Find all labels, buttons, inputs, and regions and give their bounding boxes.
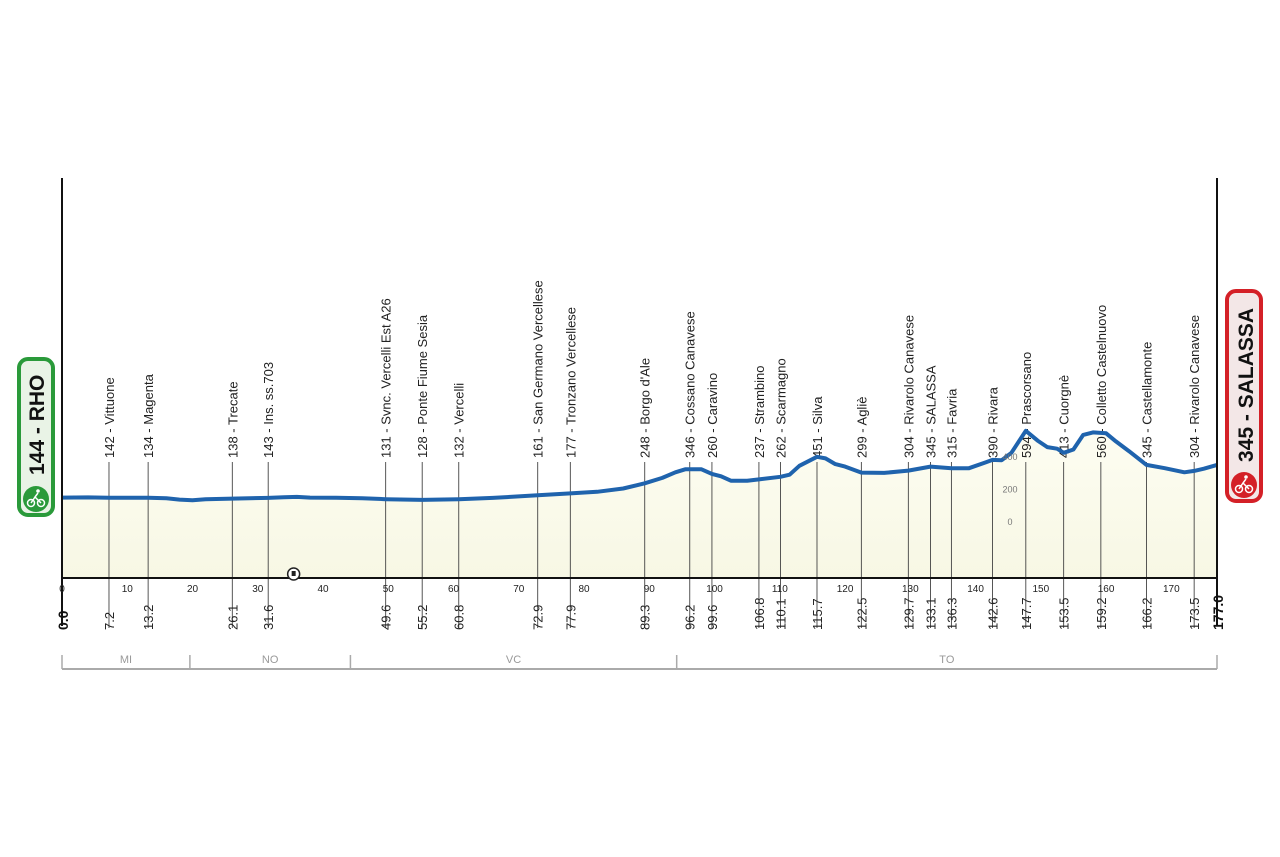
waypoint-label: 248 - Borgo d'Ale [638, 358, 653, 458]
waypoint-km: 77.9 [563, 605, 578, 630]
waypoint-label: 594 - Prascorsano [1019, 352, 1034, 458]
waypoint-km: 31.6 [261, 605, 276, 630]
cyclist-icon [23, 486, 49, 512]
waypoint-km: 55.2 [415, 605, 430, 630]
waypoint-label: 161 - San Germano Vercellese [531, 280, 546, 458]
x-tick-label: 80 [578, 584, 590, 595]
waypoint-label: 304 - Rivarolo Canavese [901, 315, 916, 458]
x-tick-label: 130 [902, 584, 919, 595]
x-tick-label: 70 [513, 584, 525, 595]
waypoint-km: 7.2 [102, 612, 117, 630]
waypoint-label: 143 - Ins. ss.703 [261, 362, 276, 458]
start-km: 0.0 [55, 610, 71, 630]
waypoint-km: 89.3 [638, 605, 653, 630]
waypoint-label: 142 - Vittuone [102, 377, 117, 458]
waypoint-label: 128 - Ponte Fiume Sesia [415, 314, 430, 458]
waypoint-km: 153.5 [1057, 597, 1072, 630]
waypoint-km: 96.2 [683, 605, 698, 630]
waypoint-km: 142.6 [986, 597, 1001, 630]
y-tick-label: 400 [1002, 452, 1017, 462]
waypoint-label: 451 - Silva [810, 396, 825, 458]
cyclist-icon [1231, 472, 1257, 498]
waypoint-label: 346 - Cossano Canavese [683, 311, 698, 458]
finish-badge-frame [1225, 289, 1263, 503]
x-tick-label: 110 [772, 584, 788, 595]
waypoint-label: 134 - Magenta [141, 373, 156, 458]
waypoint-km: 122.5 [854, 597, 869, 630]
x-tick-label: 20 [187, 584, 199, 595]
finish-label: 345 - SALASSA [1235, 308, 1258, 462]
x-tick-label: 160 [1098, 584, 1115, 595]
elevation-line [61, 428, 1218, 503]
waypoint-label: 131 - Svnc. Vercelli Est A26 [379, 298, 394, 458]
x-tick-label: 30 [252, 584, 264, 595]
x-tick-label: 100 [706, 584, 723, 595]
x-tick-label: 150 [1032, 584, 1049, 595]
waypoint-label: 345 - SALASSA [924, 365, 939, 458]
waypoint-km: 159.2 [1094, 597, 1109, 630]
waypoint-label: 390 - Rivara [986, 386, 1001, 458]
waypoint-km: 106.8 [752, 597, 767, 630]
waypoint-km: 72.9 [531, 605, 546, 630]
x-tick-label: 90 [644, 584, 656, 595]
waypoint-label: 260 - Caravino [705, 373, 720, 458]
province-label: MI [120, 654, 132, 666]
finish-badge: 345 - SALASSA [1225, 289, 1263, 503]
waypoint-label: 262 - Scarmagno [773, 358, 788, 458]
waypoint-label: 304 - Rivarolo Canavese [1187, 315, 1202, 458]
x-tick-label: 0 [59, 584, 65, 595]
waypoint-km: 136.3 [944, 597, 959, 630]
waypoint-label: 237 - Strambino [752, 366, 767, 459]
waypoint-km: 166.2 [1140, 597, 1155, 630]
waypoint-label: 138 - Trecate [225, 381, 240, 458]
province-label: VC [506, 654, 521, 666]
waypoint-km: 13.2 [141, 605, 156, 630]
province-label: NO [262, 654, 279, 666]
waypoint-km: 99.6 [705, 605, 720, 630]
waypoint-km: 129.7 [901, 597, 916, 630]
waypoint-label: 177 - Tronzano Vercellese [563, 307, 578, 458]
y-tick-label: 0 [1007, 517, 1012, 527]
waypoint-km: 173.5 [1187, 597, 1202, 630]
waypoints: 142 - Vittuone 7.2 134 - Magenta 13.2 138 - … [102, 280, 1202, 630]
waypoint-label: 345 - Castellamonte [1140, 342, 1155, 458]
start-badge-frame [17, 357, 55, 517]
province-bar: MI NO VC TO [61, 654, 1218, 670]
x-tick-label: 40 [317, 584, 329, 595]
y-tick-label: 200 [1002, 485, 1017, 495]
waypoint-label: 315 - Favria [944, 388, 959, 458]
x-tick-label: 170 [1163, 584, 1180, 595]
waypoint-km: 147.7 [1019, 597, 1034, 630]
finish-km: 177.0 [1210, 595, 1226, 630]
tunnel-icon-inner [291, 571, 296, 576]
waypoint-km: 110.1 [773, 598, 788, 630]
waypoint-label: 413 - Cuorgnè [1057, 375, 1072, 458]
waypoint-km: 133.1 [924, 597, 939, 630]
x-tick-label: 140 [967, 584, 984, 595]
waypoint-km: 26.1 [225, 605, 240, 630]
x-tick-label: 60 [448, 584, 460, 595]
waypoint-km: 60.8 [452, 605, 467, 630]
x-tick-label: 10 [122, 584, 134, 595]
x-tick-label: 50 [383, 584, 395, 595]
waypoint-label: 560 - Colletto Castelnuovo [1094, 305, 1109, 458]
waypoint-km: 49.6 [379, 605, 394, 630]
waypoint-label: 132 - Vercelli [452, 383, 467, 458]
waypoint-km: 115.7 [810, 598, 825, 630]
start-label: 144 - RHO [26, 375, 49, 475]
waypoint-label: 299 - Agliè [854, 397, 869, 458]
start-badge: 144 - RHO [17, 357, 55, 517]
x-tick-label: 120 [837, 584, 854, 595]
province-label: TO [939, 654, 955, 666]
